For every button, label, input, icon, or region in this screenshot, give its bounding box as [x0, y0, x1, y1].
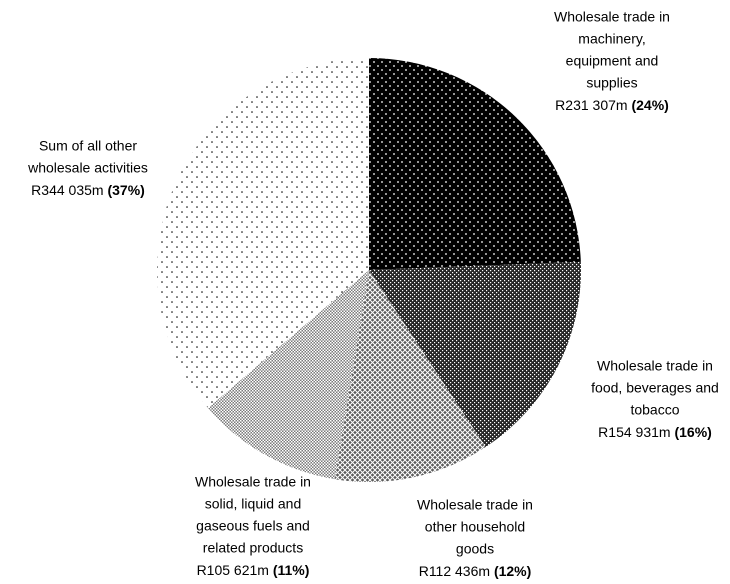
share-label: (11%) [273, 562, 310, 578]
slice-label: food, beverages and [591, 380, 719, 396]
value-label: R154 931m [598, 424, 670, 440]
value-label: R231 307m [555, 97, 627, 113]
slice-label: related products [203, 540, 303, 556]
share-label: (12%) [494, 563, 531, 579]
slice-label: Wholesale trade in [417, 497, 533, 513]
pie-slice [369, 261, 581, 448]
pie-slice [369, 58, 581, 270]
value-label: R344 035m [31, 182, 103, 198]
slice-value-label: R112 436m (12%) [419, 563, 532, 579]
slice-label: other household [425, 519, 525, 535]
slice-value-label: R154 931m (16%) [598, 424, 712, 440]
slice-value-label: R105 621m (11%) [197, 562, 310, 578]
slice-label: solid, liquid and [205, 496, 302, 512]
slice-label: Wholesale trade in [195, 474, 311, 490]
slice-value-label: R344 035m (37%) [31, 182, 145, 198]
slice-label: supplies [586, 75, 637, 91]
pie-slice [334, 270, 486, 482]
slice-label: Wholesale trade in [597, 358, 713, 374]
slice-value-label: R231 307m (24%) [555, 97, 669, 113]
slice-label: equipment and [566, 53, 659, 69]
value-label: R112 436m [419, 563, 490, 579]
slice-label: wholesale activities [27, 160, 148, 176]
slice-label: Sum of all other [39, 138, 137, 154]
pie-slice [208, 270, 369, 480]
share-label: (37%) [107, 182, 144, 198]
slice-label: tobacco [630, 402, 679, 418]
value-label: R105 621m [197, 562, 269, 578]
slice-label: gaseous fuels and [196, 518, 310, 534]
slice-label: Wholesale trade in [554, 9, 670, 25]
pie-slice [157, 58, 369, 408]
share-label: (24%) [631, 97, 668, 113]
slice-label: machinery, [578, 31, 645, 47]
slice-label: goods [456, 541, 494, 557]
share-label: (16%) [674, 424, 711, 440]
